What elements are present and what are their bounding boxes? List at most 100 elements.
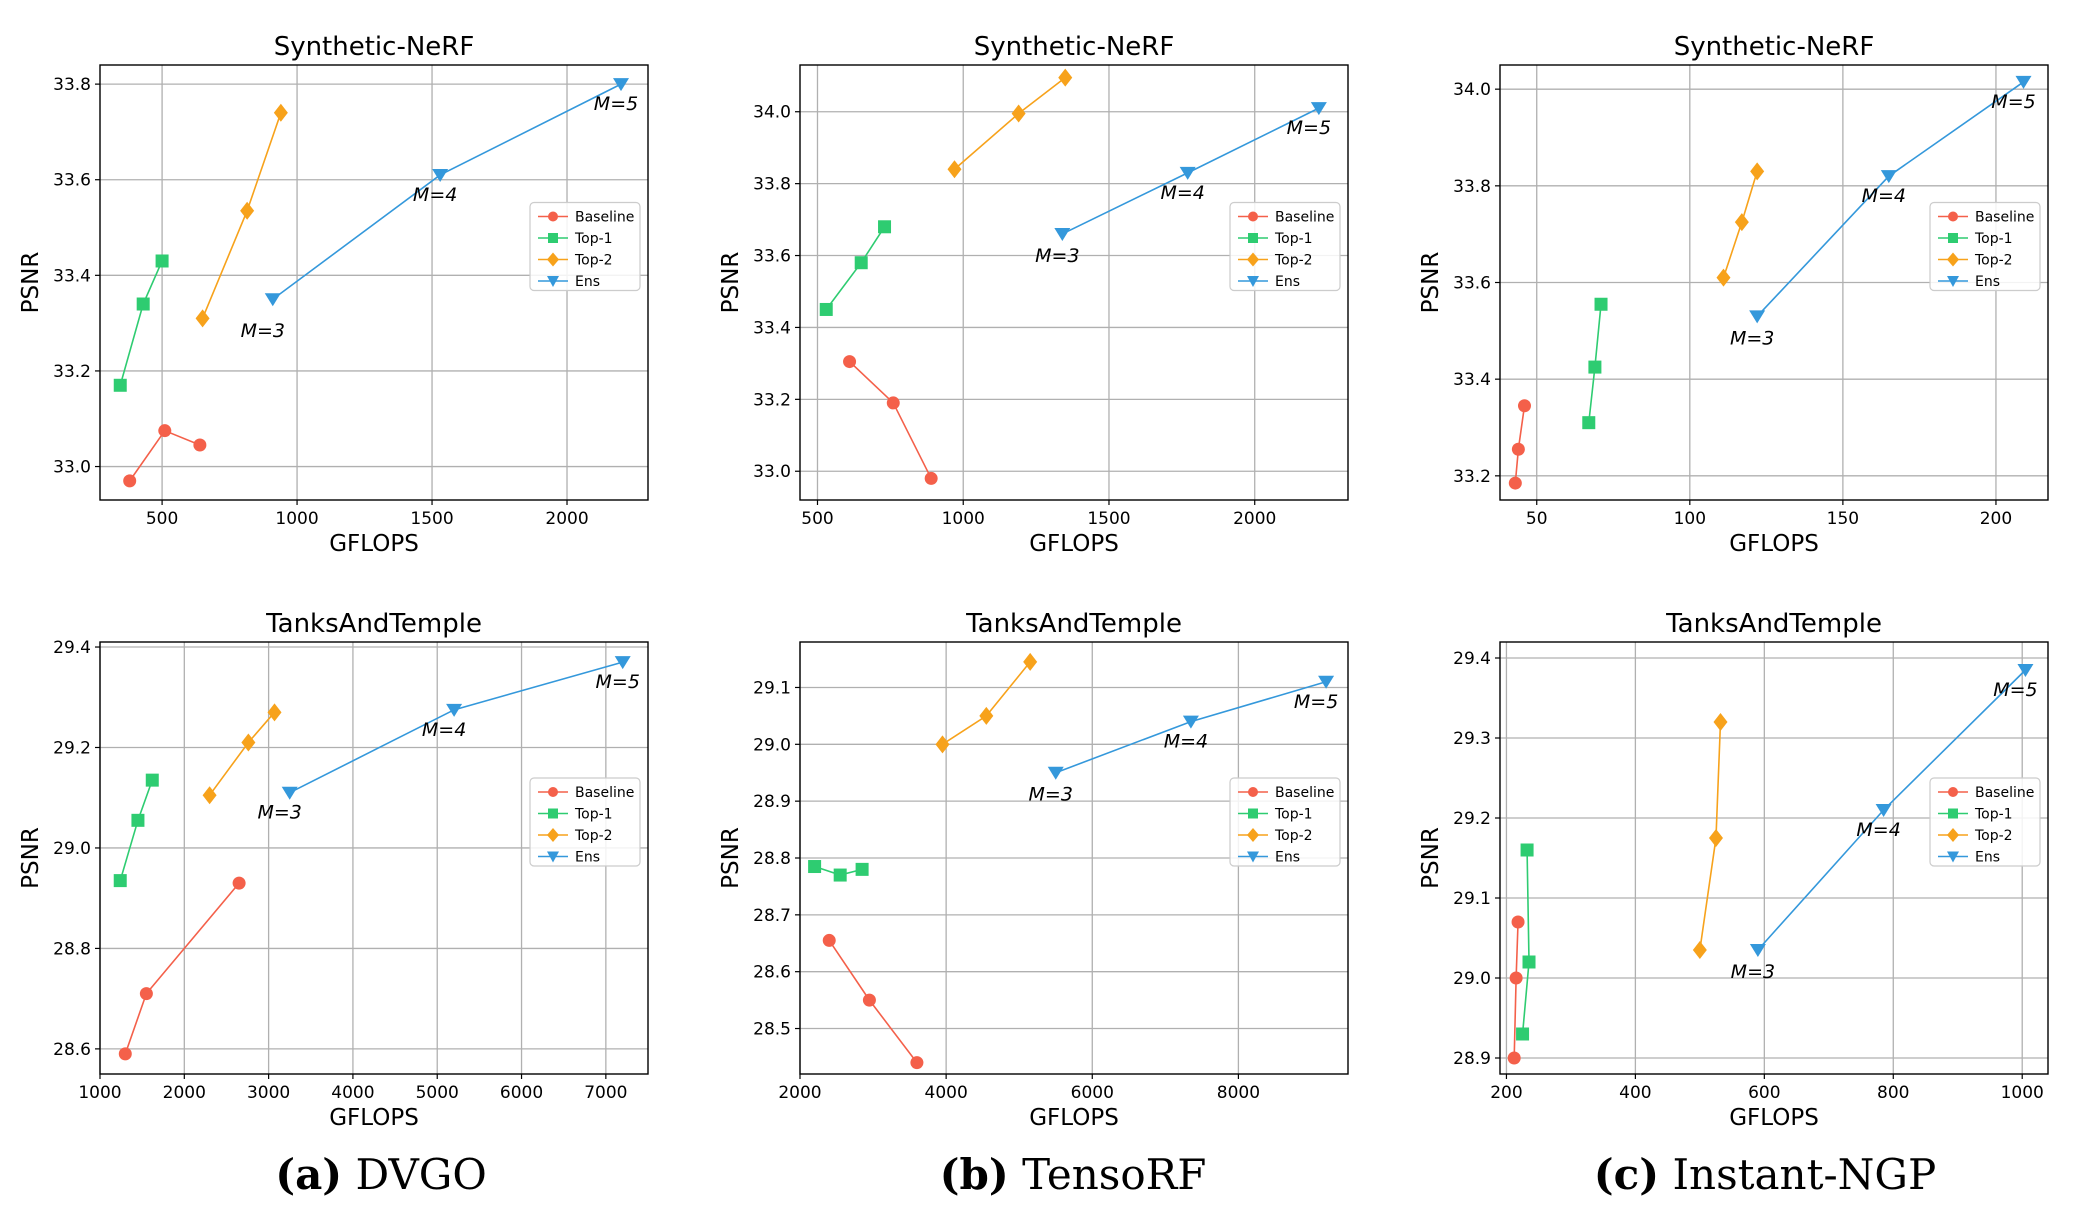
data-point-top-1: [1582, 416, 1596, 430]
y-tick-label: 29.1: [753, 678, 791, 698]
legend-label: Top-1: [1274, 231, 1313, 247]
data-point-top-2: [202, 786, 217, 805]
chart-title: TanksAndTemple: [965, 609, 1182, 639]
legend-marker: [548, 787, 558, 797]
point-label: M=4: [413, 184, 457, 206]
point-label: M=4: [1164, 731, 1208, 753]
point-label: M=4: [1862, 185, 1906, 207]
data-point-ens: [432, 168, 449, 182]
x-tick-label: 3000: [247, 1083, 290, 1103]
legend-marker: [1948, 233, 1958, 243]
legend-marker: [547, 851, 559, 863]
series-line-top-2: [201, 112, 282, 319]
chart-title: Synthetic-NeRF: [974, 32, 1175, 62]
x-tick-label: 1000: [2001, 1083, 2044, 1103]
data-point-top-2: [979, 706, 994, 725]
data-point-ens: [1310, 102, 1327, 116]
legend-box: [529, 201, 641, 292]
y-axis-label: PSNR: [1418, 827, 1444, 889]
y-tick-label: 33.2: [1453, 467, 1491, 487]
legend-marker: [1247, 851, 1259, 863]
legend-label: Baseline: [575, 785, 634, 801]
data-point-top-2: [267, 703, 282, 722]
data-point-baseline: [843, 355, 857, 369]
x-tick-label: 4000: [925, 1083, 968, 1103]
chart-title: Synthetic-NeRF: [274, 32, 475, 62]
data-point-baseline: [232, 876, 246, 890]
legend-box: [1929, 201, 2041, 292]
legend-box: [1929, 777, 2041, 867]
caption-b-label: (b): [939, 1150, 1009, 1199]
y-tick-label: 33.6: [1453, 274, 1491, 294]
chart-2: 500 1000 1500 2000 33.0 33.2 33.4 33.6 33.8 34.0 S…: [718, 32, 1349, 557]
legend-marker: [547, 276, 559, 287]
data-point-top-1: [1594, 297, 1608, 311]
legend-marker: [1247, 276, 1259, 287]
y-tick-label: 29.1: [1453, 889, 1491, 909]
legend-marker: [547, 252, 559, 267]
y-tick-label: 33.8: [1453, 177, 1491, 197]
data-point-top-1: [1588, 360, 1602, 374]
y-tick-label: 28.5: [753, 1020, 791, 1040]
legend-marker: [1248, 211, 1258, 222]
caption-a: (a) DVGO: [34, 1150, 728, 1199]
chart-title: TanksAndTemple: [1665, 609, 1882, 639]
point-label: M=5: [1287, 117, 1331, 139]
data-point-baseline: [910, 1056, 924, 1070]
data-point-top-2: [240, 201, 255, 220]
plot-frame: [99, 641, 649, 1075]
point-label: M=3: [1731, 961, 1775, 983]
data-point-baseline: [1511, 915, 1525, 929]
plot-frame: [799, 641, 1349, 1075]
legend-label: Ens: [1975, 850, 2000, 866]
legend-label: Top-1: [1274, 807, 1313, 823]
x-tick-label: 6000: [1071, 1083, 1114, 1103]
x-tick-label: 1000: [78, 1083, 121, 1103]
x-tick-label: 500: [801, 509, 833, 529]
y-tick-label: 29.4: [53, 638, 91, 658]
data-point-baseline: [924, 471, 938, 485]
data-point-top-1: [131, 813, 145, 827]
y-tick-label: 34.0: [1453, 80, 1491, 100]
y-tick-label: 28.6: [753, 963, 791, 983]
point-label: M=5: [596, 671, 640, 693]
y-tick-label: 33.2: [53, 362, 91, 382]
x-tick-label: 150: [1827, 509, 1859, 529]
point-label: M=4: [1856, 819, 1900, 841]
x-tick-label: 2000: [1233, 509, 1276, 529]
y-axis-label: PSNR: [718, 252, 744, 314]
point-label: M=3: [241, 320, 285, 342]
legend-box: [1229, 777, 1341, 867]
data-point-top-1: [136, 297, 150, 311]
legend-label: Baseline: [1275, 785, 1334, 801]
data-point-top-1: [1520, 843, 1534, 857]
y-tick-label: 33.0: [53, 458, 91, 478]
y-tick-label: 28.7: [753, 906, 791, 926]
legend-label: Top-2: [1974, 253, 2013, 269]
data-point-top-1: [833, 868, 847, 882]
data-point-top-1: [113, 874, 127, 888]
data-point-top-1: [808, 860, 822, 874]
legend-marker: [1947, 851, 1959, 863]
data-point-top-2: [1023, 652, 1038, 671]
x-tick-label: 2000: [778, 1083, 821, 1103]
y-tick-label: 33.4: [53, 266, 91, 286]
y-tick-label: 33.4: [753, 318, 791, 338]
data-point-top-1: [155, 254, 169, 268]
y-tick-label: 29.3: [1453, 729, 1491, 749]
x-tick-label: 4000: [331, 1083, 374, 1103]
data-point-top-1: [854, 256, 868, 270]
y-tick-label: 29.4: [1453, 649, 1491, 669]
y-tick-label: 29.0: [53, 839, 91, 859]
legend-label: Top-1: [1974, 807, 2013, 823]
data-point-baseline: [123, 474, 137, 488]
x-tick-label: 500: [146, 509, 178, 529]
chart-4: 1000 2000 3000 4000 5000 6000 7000 28.6 28.8 29.0…: [18, 609, 649, 1131]
y-tick-label: 34.0: [753, 103, 791, 123]
data-point-top-1: [1522, 955, 1536, 969]
legend-box: [1229, 201, 1341, 292]
x-tick-label: 7000: [584, 1083, 627, 1103]
y-tick-label: 33.2: [753, 390, 791, 410]
data-point-ens: [1047, 766, 1064, 780]
legend: Baseline Top-1 Top-2 Ens: [1229, 777, 1341, 867]
